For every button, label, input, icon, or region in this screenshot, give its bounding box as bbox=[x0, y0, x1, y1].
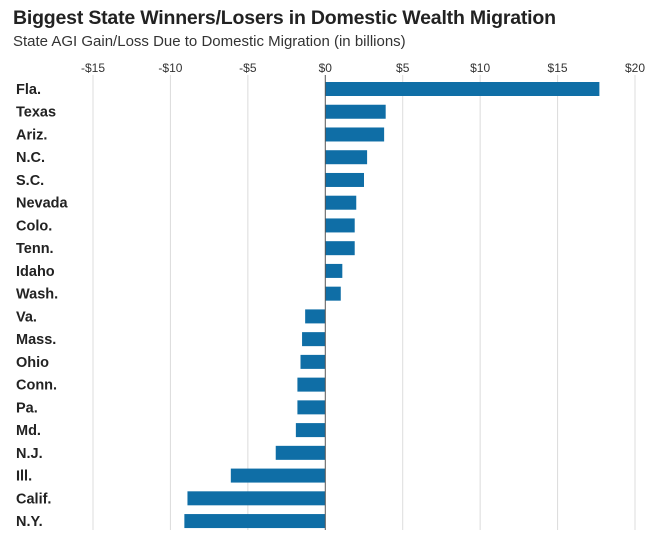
category-label: Ill. bbox=[16, 469, 32, 485]
bar bbox=[325, 286, 341, 301]
bar bbox=[302, 332, 326, 347]
category-label: Texas bbox=[16, 105, 56, 121]
category-label: Conn. bbox=[16, 378, 57, 394]
category-label: Calif. bbox=[16, 491, 51, 507]
bar bbox=[325, 104, 386, 119]
bar bbox=[325, 263, 343, 278]
bar bbox=[325, 241, 355, 256]
x-tick-label: $15 bbox=[548, 61, 568, 75]
category-label: Tenn. bbox=[16, 241, 54, 257]
x-tick-label: $0 bbox=[319, 61, 333, 75]
bar bbox=[305, 309, 326, 324]
bar bbox=[230, 468, 326, 483]
category-label: Pa. bbox=[16, 400, 38, 416]
chart-subtitle: State AGI Gain/Loss Due to Domestic Migr… bbox=[13, 33, 406, 50]
bar bbox=[184, 514, 326, 529]
bar bbox=[325, 127, 385, 142]
bar bbox=[325, 172, 364, 187]
category-label: Colo. bbox=[16, 218, 52, 234]
x-tick-label: $20 bbox=[625, 61, 645, 75]
category-label: N.C. bbox=[16, 150, 45, 166]
category-label: N.J. bbox=[16, 446, 43, 462]
category-label: Mass. bbox=[16, 332, 56, 348]
x-tick-label: -$15 bbox=[81, 61, 105, 75]
bar bbox=[275, 445, 326, 460]
category-label: Idaho bbox=[16, 264, 55, 280]
category-label: Ohio bbox=[16, 355, 49, 371]
x-tick-label: -$5 bbox=[239, 61, 257, 75]
bar bbox=[295, 423, 326, 438]
x-tick-label: -$10 bbox=[158, 61, 182, 75]
bar bbox=[325, 150, 368, 165]
category-label: Ariz. bbox=[16, 127, 47, 143]
bar bbox=[325, 218, 355, 233]
bar bbox=[187, 491, 326, 506]
category-label: Nevada bbox=[16, 196, 69, 212]
category-label: S.C. bbox=[16, 173, 44, 189]
bar bbox=[325, 82, 600, 96]
category-label: Va. bbox=[16, 309, 37, 325]
bar bbox=[300, 354, 326, 369]
category-label: Md. bbox=[16, 423, 41, 439]
x-tick-label: $10 bbox=[470, 61, 490, 75]
chart-title: Biggest State Winners/Losers in Domestic… bbox=[13, 7, 556, 29]
bar bbox=[297, 377, 326, 392]
bar bbox=[325, 195, 357, 210]
category-label: Fla. bbox=[16, 82, 41, 98]
bar bbox=[297, 400, 326, 415]
category-label: Wash. bbox=[16, 287, 58, 303]
x-tick-label: $5 bbox=[396, 61, 410, 75]
category-label: N.Y. bbox=[16, 514, 43, 530]
